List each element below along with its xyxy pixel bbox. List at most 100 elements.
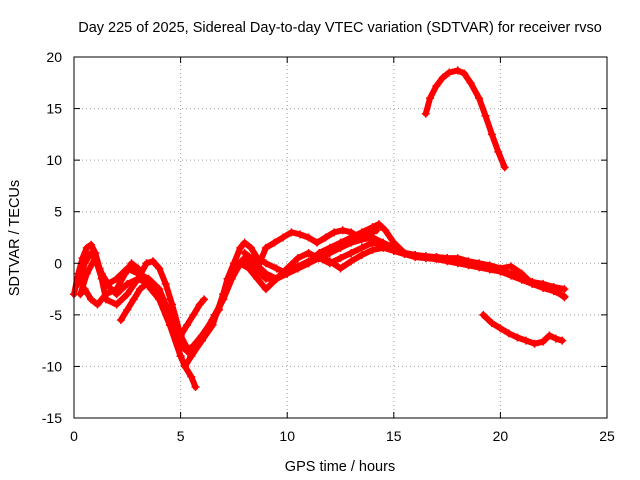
track-a-point	[246, 243, 255, 252]
track-h-point	[432, 81, 441, 90]
track-i-point	[496, 324, 505, 333]
track-e-point	[315, 254, 324, 263]
track-e-point	[304, 248, 313, 257]
track-f-point	[182, 321, 191, 330]
track-c-point	[82, 269, 91, 278]
track-g-point	[372, 226, 381, 235]
track-i-point	[513, 333, 522, 342]
track-h-point	[475, 94, 484, 103]
track-c-point	[304, 257, 313, 266]
chart-title: Day 225 of 2025, Sidereal Day-to-day VTE…	[78, 20, 602, 36]
track-c-point	[142, 259, 151, 268]
track-a-point	[507, 262, 516, 271]
track-i-point	[479, 310, 488, 319]
track-h-point	[421, 109, 430, 118]
track-g-point	[321, 233, 330, 242]
track-g-point	[253, 264, 262, 273]
track-e-point	[261, 285, 270, 294]
track-a-point	[261, 259, 270, 268]
x-tick-label: 25	[599, 428, 615, 444]
track-i-point	[539, 337, 548, 346]
track-e-point	[379, 240, 388, 249]
series-track-h	[421, 66, 509, 172]
track-d-point	[112, 285, 121, 294]
track-e-point	[151, 285, 160, 294]
track-e-point	[368, 238, 377, 247]
track-e-point	[159, 295, 168, 304]
y-axis-label: SDTVAR / TECUs	[7, 180, 23, 296]
track-h-point	[445, 68, 454, 77]
track-e-point	[176, 341, 185, 350]
track-h-point	[487, 130, 496, 139]
track-d-point	[191, 383, 200, 392]
track-e-point	[283, 264, 292, 273]
track-d-point	[93, 300, 102, 309]
track-g-point	[347, 228, 356, 237]
track-e-point	[168, 316, 177, 325]
track-c-point	[91, 254, 100, 263]
track-e-point	[357, 243, 366, 252]
series-track-g	[240, 226, 381, 273]
track-h-point	[494, 147, 503, 156]
track-i-point	[504, 329, 513, 338]
track-c-point	[168, 300, 177, 309]
track-c-point	[293, 262, 302, 271]
track-c-point	[112, 300, 121, 309]
track-c-point	[76, 290, 85, 299]
track-e-point	[129, 295, 138, 304]
track-c-point	[187, 352, 196, 361]
track-e-point	[123, 305, 132, 314]
x-tick-label: 10	[279, 428, 295, 444]
track-c-point	[485, 265, 494, 274]
track-f-point	[176, 331, 185, 340]
track-c-point	[443, 257, 452, 266]
y-tick-label: -15	[42, 410, 62, 426]
track-b-point	[336, 243, 345, 252]
track-e-point	[189, 341, 198, 350]
track-i-trace	[480, 311, 566, 347]
track-e-point	[244, 264, 253, 273]
track-h-point	[460, 69, 469, 78]
track-g-point	[287, 228, 296, 237]
track-g-point	[355, 233, 364, 242]
track-h-point	[426, 94, 435, 103]
track-c-point	[453, 259, 462, 268]
track-e-trace	[117, 239, 419, 354]
track-c-point	[421, 254, 430, 263]
y-tick-label: 10	[46, 152, 62, 168]
track-e-point	[389, 246, 398, 255]
track-e-point	[195, 336, 204, 345]
track-e-point	[182, 346, 191, 355]
track-e-point	[202, 326, 211, 335]
track-g-point	[270, 238, 279, 247]
track-a-point	[381, 226, 390, 235]
track-h-point	[481, 111, 490, 120]
track-c-point	[507, 271, 516, 280]
track-e-point	[136, 285, 145, 294]
track-d-point	[176, 352, 185, 361]
series-track-e	[116, 238, 420, 355]
track-i-point	[545, 331, 554, 340]
track-b-point	[325, 248, 334, 257]
track-h-point	[500, 163, 509, 172]
track-d-point	[121, 269, 130, 278]
track-a-point	[240, 238, 249, 247]
track-c-point	[528, 279, 537, 288]
track-g-point	[246, 254, 255, 263]
track-c-point	[347, 257, 356, 266]
y-tick-label: 20	[46, 49, 62, 65]
track-g-point	[261, 243, 270, 252]
track-f-point	[195, 300, 204, 309]
track-c-point	[464, 261, 473, 270]
track-a-point	[272, 264, 281, 273]
track-a-point	[374, 220, 383, 229]
series-track-c	[76, 243, 569, 361]
track-a-point	[82, 243, 91, 252]
track-e-point	[325, 259, 334, 268]
track-e-point	[116, 316, 125, 325]
track-g-point	[364, 230, 373, 239]
track-h-point	[438, 73, 447, 82]
track-e-point	[219, 295, 228, 304]
track-c-point	[368, 245, 377, 254]
